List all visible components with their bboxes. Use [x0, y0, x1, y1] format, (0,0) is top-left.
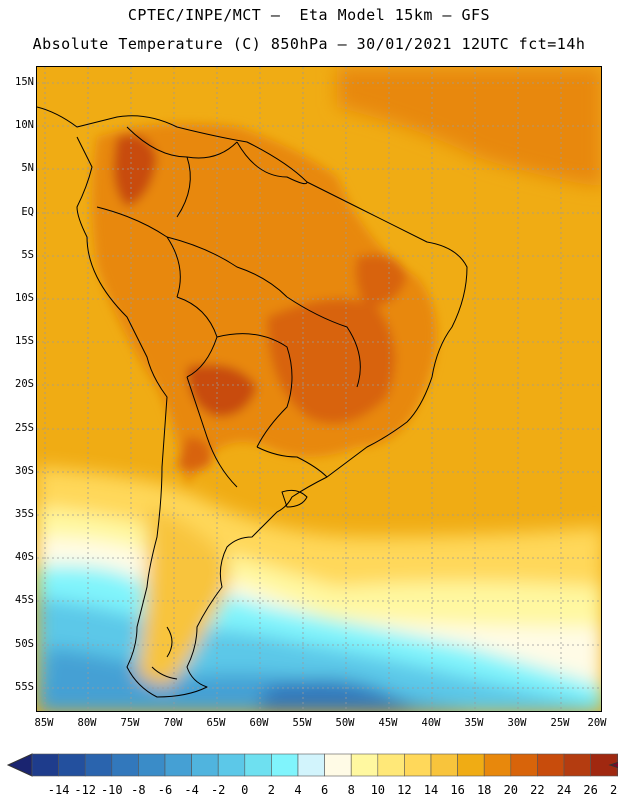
colorbar-swatch — [164, 753, 192, 777]
colorbar-swatch — [191, 753, 219, 777]
colorbar-swatch — [430, 753, 458, 777]
colorbar-label: 12 — [397, 783, 412, 797]
lat-label: 5N — [21, 162, 34, 174]
lon-label: 75W — [120, 717, 140, 729]
colorbar-label: 16 — [450, 783, 465, 797]
colorbar-label: -10 — [100, 783, 123, 797]
lat-label: 35S — [15, 508, 34, 520]
colorbar-swatch — [138, 753, 166, 777]
lat-label: 10N — [15, 119, 34, 131]
colorbar-label: -6 — [157, 783, 173, 797]
colorbar-swatch — [377, 753, 405, 777]
lat-label: 40S — [15, 551, 34, 563]
coastlines-and-borders — [37, 106, 468, 698]
lat-label: 15S — [15, 335, 34, 347]
lat-label: 5S — [21, 249, 34, 261]
colorbar-label: 26 — [583, 783, 598, 797]
lon-label: 30W — [507, 717, 527, 729]
colorbar-label: 0 — [241, 783, 249, 797]
colorbar-swatch — [483, 753, 512, 777]
colorbar-swatches — [6, 753, 618, 777]
colorbar-swatch — [58, 753, 86, 777]
lon-label: 70W — [163, 717, 183, 729]
colorbar-label: 6 — [320, 783, 329, 797]
colorbar-label: 22 — [530, 783, 545, 797]
field-core-andes-n — [113, 134, 157, 207]
lat-label: 25S — [15, 422, 34, 434]
colorbar — [0, 748, 618, 800]
colorbar-swatch — [350, 753, 379, 777]
colorbar-swatch — [457, 753, 485, 777]
colorbar-label: 2 — [267, 783, 275, 797]
lat-label: 55S — [15, 681, 34, 693]
colorbar-label: 14 — [423, 783, 439, 797]
field-patagonia — [137, 507, 230, 687]
colorbar-swatch — [31, 753, 59, 777]
colorbar-label: 4 — [294, 783, 302, 797]
colorbar-swatch — [84, 753, 113, 777]
lon-label: 55W — [292, 717, 312, 729]
lat-label: 30S — [15, 465, 34, 477]
lat-label: 20S — [15, 378, 34, 390]
lon-label: 40W — [421, 717, 441, 729]
temperature-map — [36, 66, 602, 712]
field-core-uruguay — [177, 437, 212, 471]
colorbar-label: 28 — [609, 783, 618, 797]
colorbar-label: -2 — [210, 783, 226, 797]
lon-label: 60W — [249, 717, 269, 729]
colorbar-swatch — [324, 753, 352, 777]
colorbar-arrow-low — [6, 753, 33, 777]
lat-label: 10S — [15, 292, 34, 304]
field-cold-4 — [257, 679, 415, 711]
lon-label: 35W — [464, 717, 484, 729]
colorbar-label: -14 — [47, 783, 70, 797]
colorbar-swatch — [297, 753, 325, 777]
colorbar-swatch — [510, 753, 538, 777]
lon-label: 45W — [378, 717, 398, 729]
lat-label: 15N — [15, 76, 34, 88]
colorbar-swatch — [537, 753, 565, 777]
lon-label: 50W — [335, 717, 355, 729]
lat-label: EQ — [21, 206, 34, 218]
colorbar-label: -8 — [131, 783, 146, 797]
colorbar-label: 8 — [347, 783, 355, 797]
colorbar-swatch — [404, 753, 432, 777]
field-core-chaco — [187, 364, 257, 417]
field-core-center — [267, 299, 395, 424]
lon-label: 65W — [206, 717, 226, 729]
field-ne-warm — [337, 67, 601, 187]
colorbar-swatch — [244, 753, 272, 777]
colorbar-label: 18 — [476, 783, 492, 797]
title-line-2: Absolute Temperature (C) 850hPa – 30/01/… — [32, 35, 586, 53]
lon-label: 80W — [77, 717, 97, 729]
lon-label: 20W — [587, 717, 607, 729]
lat-label: 45S — [15, 594, 34, 606]
colorbar-swatch — [271, 753, 299, 777]
colorbar-swatch — [111, 753, 139, 777]
graticule — [37, 67, 601, 711]
colorbar-label: -12 — [74, 783, 97, 797]
colorbar-label: 10 — [370, 783, 386, 797]
title-line-1: CPTEC/INPE/MCT – Eta Model 15km – GFS — [127, 6, 491, 24]
lat-label: 50S — [15, 638, 34, 650]
colorbar-label: 20 — [503, 783, 519, 797]
lon-label: 25W — [550, 717, 570, 729]
colorbar-label: 24 — [556, 783, 572, 797]
colorbar-arrow-high — [608, 761, 618, 769]
colorbar-swatch — [217, 753, 246, 777]
colorbar-swatch — [563, 753, 591, 777]
colorbar-label: -4 — [184, 783, 199, 797]
lon-label: 85W — [34, 717, 54, 729]
field-core-northeast — [355, 254, 407, 307]
